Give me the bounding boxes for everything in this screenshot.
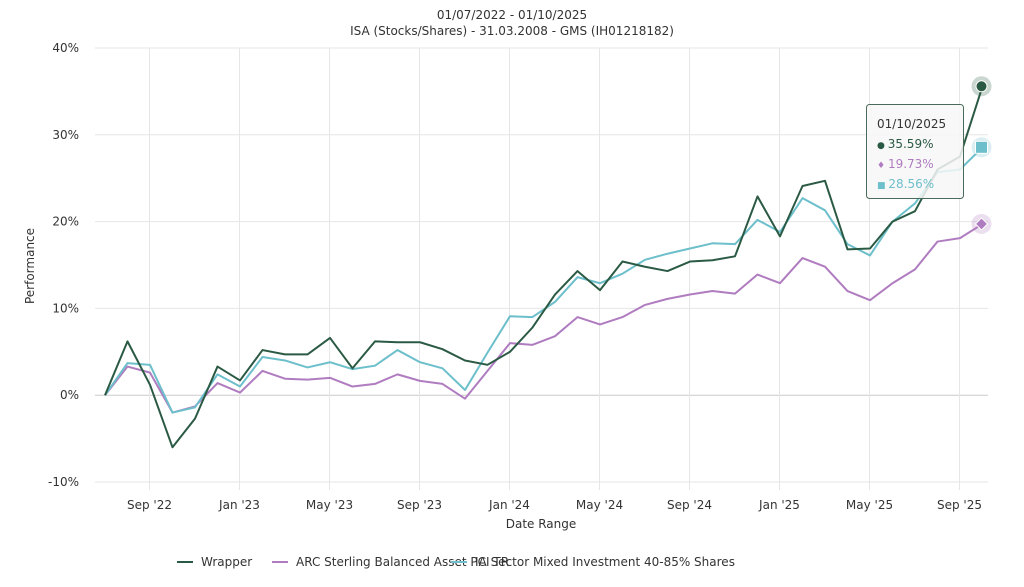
legend-label[interactable]: ARC Sterling Balanced Asset PCI TR bbox=[296, 555, 509, 569]
y-axis: -10% 0% 10% 20% 30% 40% bbox=[48, 41, 79, 489]
series-group bbox=[104, 76, 992, 449]
y-tick-label: 0% bbox=[60, 388, 79, 402]
x-tick-label: Sep '23 bbox=[397, 498, 442, 512]
x-tick-label: Sep '22 bbox=[127, 498, 172, 512]
legend-item[interactable]: Wrapper bbox=[177, 555, 252, 569]
tooltip-value-text: 35.59% bbox=[888, 137, 934, 151]
tooltip-symbol-icon: ■ bbox=[877, 181, 888, 191]
x-tick-label: Jan '23 bbox=[218, 498, 260, 512]
x-tick-label: May '24 bbox=[576, 498, 623, 512]
tooltip-box bbox=[866, 104, 964, 199]
tooltip-value: ■ 28.56% bbox=[877, 177, 934, 191]
y-axis-title: Performance bbox=[23, 228, 37, 304]
tooltip-value: ♦ 19.73% bbox=[877, 157, 934, 171]
x-axis-title: Date Range bbox=[506, 517, 577, 531]
y-tick-label: 30% bbox=[52, 128, 79, 142]
tooltip: 01/10/2025● 35.59%♦ 19.73%■ 28.56% bbox=[866, 104, 964, 199]
tooltip-value-text: 19.73% bbox=[888, 157, 934, 171]
end-marker-square bbox=[975, 140, 988, 154]
legend-item[interactable]: IA Sector Mixed Investment 40-85% Shares bbox=[451, 555, 735, 569]
y-tick-label: -10% bbox=[48, 475, 79, 489]
legend: Wrapper ARC Sterling Balanced Asset PCI T… bbox=[177, 555, 735, 569]
end-marker-diamond bbox=[974, 217, 989, 231]
x-tick-label: Sep '25 bbox=[937, 498, 982, 512]
y-tick-label: 40% bbox=[52, 41, 79, 55]
series-line-wrapper bbox=[104, 85, 984, 449]
y-tick-label: 20% bbox=[52, 215, 79, 229]
series-line-arc-sterling-balanced-asset-pci-tr bbox=[104, 223, 984, 414]
tooltip-symbol-icon: ♦ bbox=[877, 161, 888, 171]
x-tick-label: May '25 bbox=[846, 498, 893, 512]
grid bbox=[95, 47, 988, 490]
x-axis: Sep '22 Jan '23 May '23 Sep '23 Jan '24 May '… bbox=[127, 498, 982, 512]
tooltip-symbol-icon: ● bbox=[877, 141, 888, 151]
series-line-ia-sector-mixed-investment-40-85-shares bbox=[104, 146, 984, 414]
x-tick-label: Jan '24 bbox=[488, 498, 530, 512]
tooltip-value-text: 28.56% bbox=[888, 177, 934, 191]
legend-label[interactable]: IA Sector Mixed Investment 40-85% Shares bbox=[475, 555, 735, 569]
end-marker-circle bbox=[975, 80, 988, 93]
x-tick-label: Sep '24 bbox=[667, 498, 712, 512]
x-tick-label: Jan '25 bbox=[758, 498, 800, 512]
legend-label[interactable]: Wrapper bbox=[201, 555, 252, 569]
chart-title: 01/07/2022 - 01/10/2025 bbox=[437, 8, 587, 22]
y-tick-label: 10% bbox=[52, 301, 79, 315]
tooltip-date: 01/10/2025 bbox=[877, 117, 946, 131]
legend-item[interactable]: ARC Sterling Balanced Asset PCI TR bbox=[272, 555, 509, 569]
tooltip-value: ● 35.59% bbox=[877, 137, 933, 151]
x-tick-label: May '23 bbox=[306, 498, 353, 512]
chart-subtitle: ISA (Stocks/Shares) - 31.03.2008 - GMS (… bbox=[350, 24, 674, 38]
